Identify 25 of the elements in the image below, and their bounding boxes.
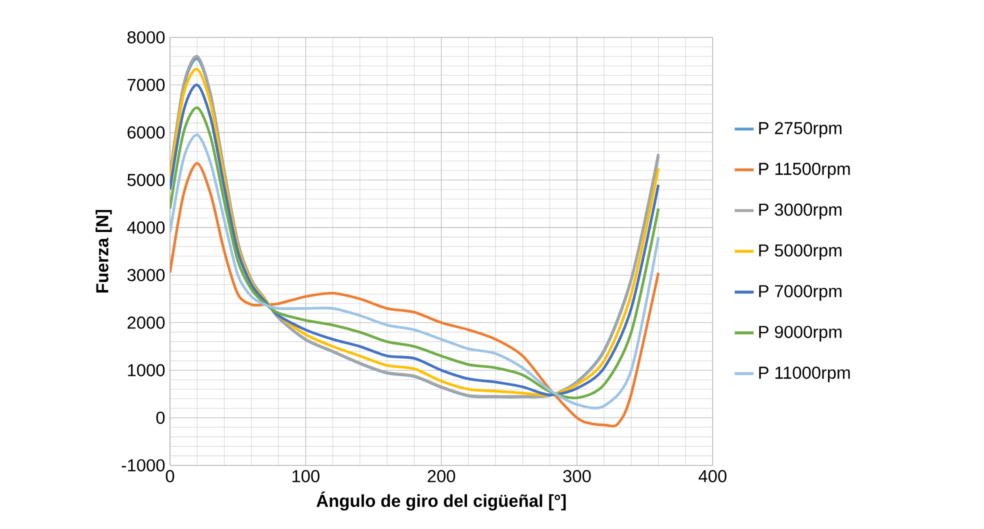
x-tick-label: 200 — [428, 470, 456, 482]
legend-label: P 11000rpm — [759, 366, 850, 382]
legend-label: P 2750rpm — [759, 122, 842, 138]
x-axis-title: Ángulo de giro del cigüeñal [°] — [316, 491, 566, 510]
x-tick-label: 0 — [166, 470, 174, 482]
legend-label: P 5000rpm — [759, 244, 842, 260]
y-tick-label: 3000 — [127, 268, 165, 282]
legend-label: P 9000rpm — [759, 326, 842, 342]
x-tick-label: 100 — [292, 470, 320, 482]
y-tick-label: 8000 — [127, 31, 165, 44]
y-tick-label: 0 — [156, 411, 165, 424]
y-tick-label: 1000 — [128, 364, 165, 376]
y-tick-label: 7000 — [128, 78, 165, 91]
line-series — [170, 162, 660, 427]
x-tick-label: 400 — [698, 470, 726, 482]
y-axis-title: Fuerza [N] — [96, 210, 112, 292]
y-tick-label: 2000 — [128, 316, 165, 329]
legend-label: P 11500rpm — [759, 162, 850, 178]
y-tick-label: 4000 — [127, 221, 165, 234]
y-tick-label: 5000 — [127, 174, 165, 186]
x-tick-label: 300 — [563, 470, 591, 482]
y-tick-label: -1000 — [122, 459, 165, 472]
legend-label: P 3000rpm — [759, 203, 842, 220]
y-tick-label: 6000 — [128, 126, 165, 138]
legend-label: P 7000rpm — [759, 284, 842, 301]
